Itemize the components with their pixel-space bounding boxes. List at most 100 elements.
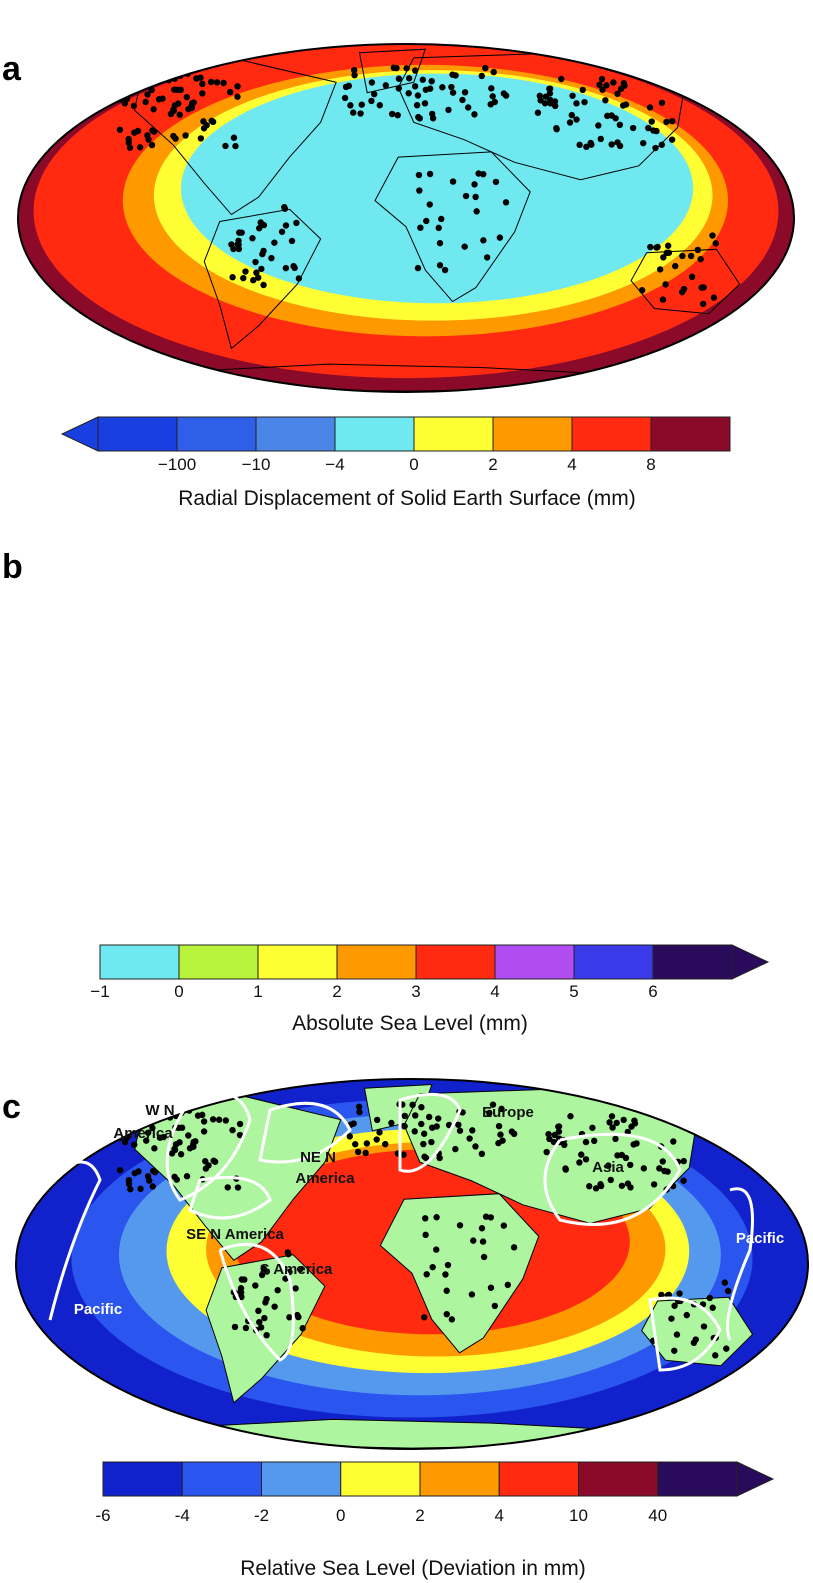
tide-gauge-point <box>694 246 702 254</box>
region-label: SE N America <box>186 1226 284 1243</box>
tide-gauge-point <box>418 1120 425 1128</box>
tide-gauge-point <box>610 79 617 86</box>
region-label: America <box>295 1170 355 1187</box>
tide-gauge-point <box>299 1325 306 1332</box>
tide-gauge-point <box>363 1140 371 1147</box>
tide-gauge-point <box>414 92 422 99</box>
tide-gauge-point <box>355 1103 363 1111</box>
tide-gauge-point <box>371 90 378 98</box>
tide-gauge-point <box>478 1225 486 1232</box>
tide-gauge-point <box>472 1143 479 1150</box>
tide-gauge-point <box>200 1118 208 1125</box>
colorbar-tick-label: 3 <box>411 982 421 1001</box>
tide-gauge-point <box>149 1124 156 1132</box>
colorbar-c <box>102 1461 775 1497</box>
tide-gauge-point <box>480 237 487 244</box>
tide-gauge-point <box>137 1185 144 1193</box>
tide-gauge-point <box>175 100 182 107</box>
tide-gauge-point <box>561 1141 568 1149</box>
tide-gauge-point <box>234 1184 242 1191</box>
tide-gauge-point <box>683 1311 690 1319</box>
tide-gauge-point <box>252 1282 259 1289</box>
tide-gauge-point <box>459 96 466 104</box>
tide-gauge-point <box>461 89 469 96</box>
tide-gauge-point <box>222 142 229 150</box>
tide-gauge-point <box>671 1347 678 1354</box>
tide-gauge-point <box>215 1116 223 1123</box>
colorbar-swatch <box>492 416 573 452</box>
tide-gauge-point <box>480 1253 488 1261</box>
tide-gauge-point <box>183 1173 191 1180</box>
tide-gauge-point <box>250 277 257 284</box>
tide-gauge-point <box>351 71 358 79</box>
tide-gauge-point <box>130 102 138 110</box>
tide-gauge-point <box>645 124 652 132</box>
tide-gauge-point <box>664 242 672 249</box>
tide-gauge-point <box>555 1123 562 1130</box>
tide-gauge-point <box>240 274 247 282</box>
region-outline <box>48 1160 102 1321</box>
tide-gauge-point <box>199 80 206 88</box>
tide-gauge-point <box>255 1307 262 1315</box>
tide-gauge-point <box>149 127 156 134</box>
tide-gauge-point <box>436 1154 443 1162</box>
tide-gauge-point <box>602 97 609 104</box>
tide-gauge-point <box>411 83 419 90</box>
tide-gauge-point <box>341 94 349 102</box>
tide-gauge-point <box>609 1124 616 1131</box>
tide-gauge-point <box>606 1119 613 1126</box>
colorbar-swatch <box>573 944 654 980</box>
tide-gauge-point <box>578 1151 585 1158</box>
tide-gauge-point <box>260 281 267 289</box>
tide-gauge-point <box>688 273 696 281</box>
region-outline <box>165 1091 252 1202</box>
tide-gauge-point <box>631 1117 638 1124</box>
tide-gauge-point <box>172 135 179 142</box>
tide-gauge-point <box>586 1183 593 1190</box>
colorbar-tick-label: -2 <box>253 1506 270 1525</box>
tide-gauge-point <box>155 96 163 103</box>
colorbar-swatch <box>102 1461 183 1497</box>
tide-gauge-point <box>271 239 278 246</box>
region-label: S America <box>260 1261 333 1278</box>
tide-gauge-point <box>624 1128 632 1136</box>
tide-gauge-point <box>671 1302 678 1309</box>
tide-gauge-point <box>665 1291 673 1299</box>
tide-gauge-point <box>151 1145 158 1152</box>
tide-gauge-point <box>471 111 478 118</box>
tide-gauge-point <box>136 71 144 78</box>
colorbar-tick-label: -6 <box>95 1506 111 1525</box>
tide-gauge-point <box>624 1180 632 1187</box>
tide-gauge-point <box>508 1128 516 1135</box>
tide-gauge-point <box>664 1168 671 1175</box>
colorbar-b <box>99 944 770 980</box>
tide-gauge-point <box>136 1105 144 1112</box>
tide-gauge-point <box>680 1157 687 1165</box>
tide-gauge-point <box>136 68 143 76</box>
tide-gauge-point <box>617 85 625 92</box>
colorbar-tick-label: 10 <box>569 1506 588 1525</box>
tide-gauge-point <box>412 1112 419 1119</box>
tide-gauge-point <box>183 93 191 101</box>
tide-gauge-point <box>420 1130 428 1137</box>
continent-samerica <box>203 208 322 350</box>
tide-gauge-point <box>567 1113 574 1120</box>
tide-gauge-point <box>220 79 227 87</box>
colorbar-tick-label: 0 <box>409 455 419 474</box>
tide-gauge-point <box>382 1140 389 1148</box>
tide-gauge-point <box>652 144 659 152</box>
tide-gauge-point <box>663 249 670 257</box>
colorbar-tick-label: 0 <box>174 982 184 1001</box>
tide-gauge-point <box>562 1165 569 1172</box>
tide-gauge-point <box>188 104 196 111</box>
tide-gauge-point <box>423 217 430 225</box>
colorbar-arrow-right <box>731 944 770 980</box>
tide-gauge-point <box>700 284 707 291</box>
map-panel-a <box>17 43 795 393</box>
tide-gauge-point <box>614 90 621 97</box>
tide-gauge-point <box>495 1139 502 1147</box>
tide-gauge-point <box>352 1141 359 1148</box>
tide-gauge-point <box>126 144 134 151</box>
colorbar-swatch <box>176 416 257 452</box>
map-border <box>17 43 795 393</box>
